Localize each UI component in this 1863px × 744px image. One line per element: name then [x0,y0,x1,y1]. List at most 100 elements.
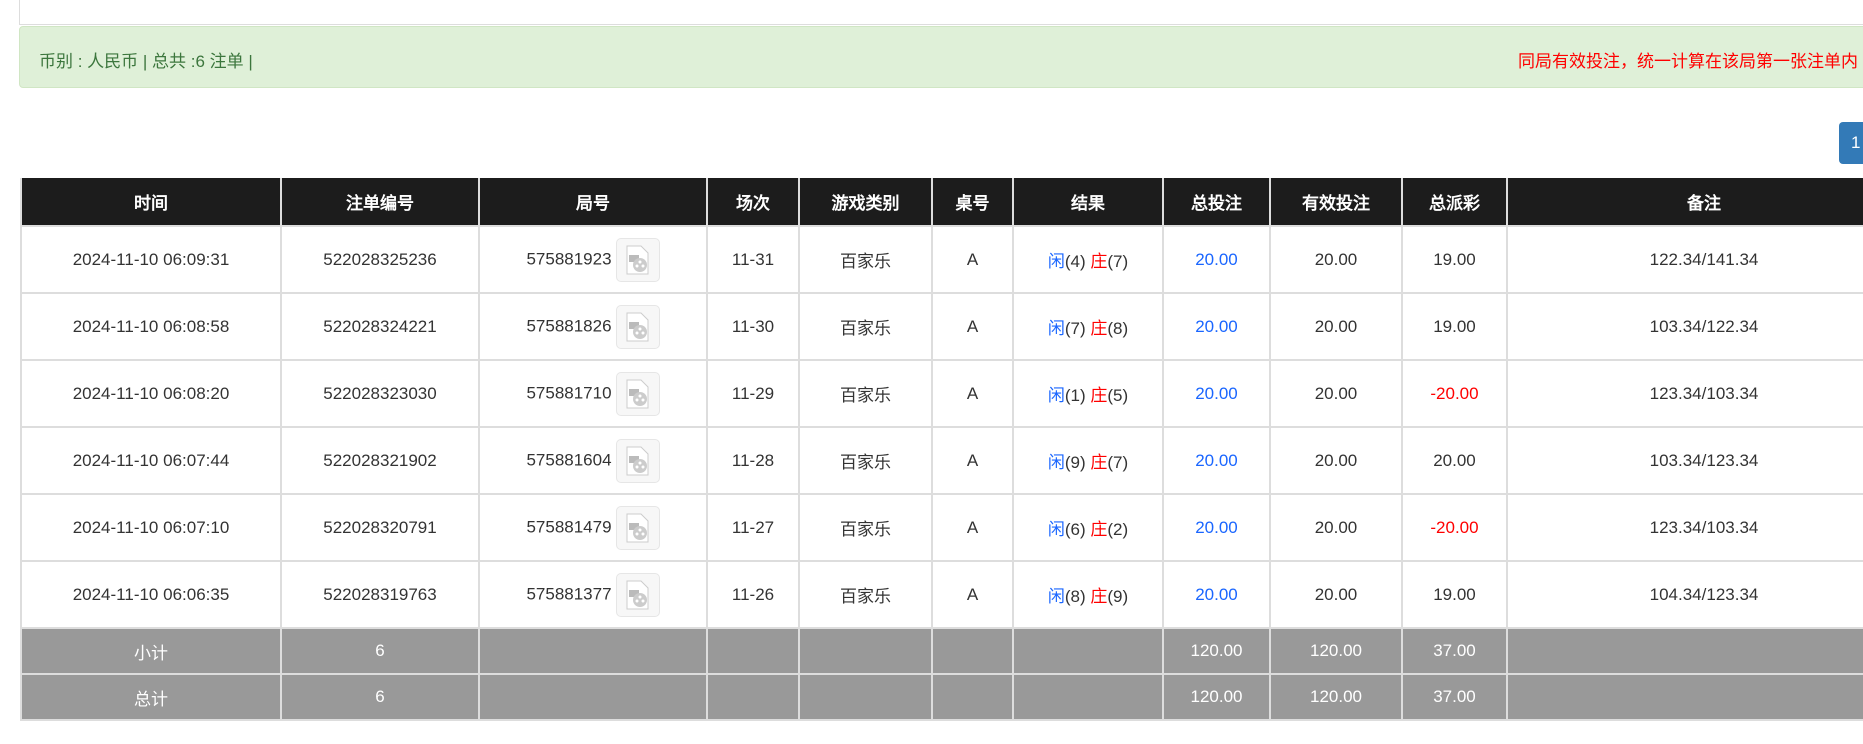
table-row: 2024-11-10 06:07:44 522028321902 575881604… [20,426,1863,495]
banker-score: (2) [1107,520,1129,539]
round-cell: 575881479 [478,493,708,562]
banker-label: 庄 [1090,386,1108,405]
bet-id-cell: 522028324221 [280,292,480,361]
banker-label: 庄 [1090,587,1108,606]
video-replay-icon[interactable] [615,304,660,349]
banker-label: 庄 [1090,453,1108,472]
valid-bet-cell: 20.00 [1269,359,1403,428]
empty-cell [1012,627,1164,675]
banker-score: (8) [1107,319,1129,338]
shoe-cell: 11-29 [706,359,800,428]
game-cell: 百家乐 [798,225,933,294]
empty-cell [931,673,1014,721]
shoe-cell: 11-27 [706,493,800,562]
bet-id-cell: 522028321902 [280,426,480,495]
table-cell: A [931,292,1014,361]
shoe-cell: 11-28 [706,426,800,495]
total-bet-cell: 20.00 [1162,359,1271,428]
column-header: 总派彩 [1401,178,1508,227]
total-row: 总计 6 120.00 120.00 37.00 [20,673,1863,721]
column-header: 结果 [1012,178,1164,227]
round-number: 575881923 [526,248,612,268]
empty-cell [478,627,708,675]
note-cell: 103.34/123.34 [1506,426,1863,495]
round-cell: 575881377 [478,560,708,629]
column-header: 桌号 [931,178,1014,227]
round-number: 575881604 [526,449,612,469]
round-number: 575881377 [526,583,612,603]
valid-bet-cell: 20.00 [1269,292,1403,361]
game-cell: 百家乐 [798,426,933,495]
total-count: 6 [280,673,480,721]
payout-cell: -20.00 [1401,493,1508,562]
column-header: 有效投注 [1269,178,1403,227]
note-cell: 123.34/103.34 [1506,359,1863,428]
subtotal-valid-bet: 120.00 [1269,627,1403,675]
shoe-cell: 11-26 [706,560,800,629]
bet-id-cell: 522028319763 [280,560,480,629]
table-header: 时间 注单编号 局号 场次 游戏类别 桌号 结果 总投注 有效投注 总派彩 备注 [20,178,1863,227]
result-cell: 闲(1) 庄(5) [1012,359,1164,428]
valid-bet-cell: 20.00 [1269,493,1403,562]
subtotal-row: 小计 6 120.00 120.00 37.00 [20,627,1863,675]
time-cell: 2024-11-10 06:06:35 [20,560,282,629]
total-bet-cell: 20.00 [1162,426,1271,495]
table-row: 2024-11-10 06:07:10 522028320791 575881479… [20,493,1863,562]
video-replay-icon[interactable] [615,237,660,282]
bet-id-cell: 522028320791 [280,493,480,562]
column-header: 注单编号 [280,178,480,227]
table-row: 2024-11-10 06:09:31 522028325236 575881923… [20,225,1863,294]
table-cell: A [931,225,1014,294]
banker-score: (7) [1107,252,1129,271]
result-cell: 闲(4) 庄(7) [1012,225,1164,294]
top-panel [19,0,1863,25]
table-cell: A [931,426,1014,495]
subtotal-label: 小计 [20,627,282,675]
total-bet-cell: 20.00 [1162,225,1271,294]
payout-cell: 19.00 [1401,292,1508,361]
empty-cell [478,673,708,721]
subtotal-payout: 37.00 [1401,627,1508,675]
page-button-1[interactable]: 1 [1839,122,1863,164]
table-row: 2024-11-10 06:08:58 522028324221 575881826… [20,292,1863,361]
note-cell: 123.34/103.34 [1506,493,1863,562]
empty-cell [931,627,1014,675]
player-label: 闲 [1047,386,1065,405]
round-number: 575881826 [526,315,612,335]
banker-score: (9) [1107,587,1129,606]
empty-cell [706,627,800,675]
player-score: (6) [1064,520,1086,539]
round-cell: 575881710 [478,359,708,428]
time-cell: 2024-11-10 06:09:31 [20,225,282,294]
time-cell: 2024-11-10 06:08:20 [20,359,282,428]
column-header: 时间 [20,178,282,227]
total-bet-cell: 20.00 [1162,560,1271,629]
total-bet-cell: 20.00 [1162,292,1271,361]
result-cell: 闲(8) 庄(9) [1012,560,1164,629]
game-cell: 百家乐 [798,560,933,629]
video-replay-icon[interactable] [615,572,660,617]
empty-cell [1012,673,1164,721]
payout-cell: 19.00 [1401,225,1508,294]
subtotal-count: 6 [280,627,480,675]
bet-id-cell: 522028325236 [280,225,480,294]
table-row: 2024-11-10 06:06:35 522028319763 575881377… [20,560,1863,629]
video-replay-icon[interactable] [615,438,660,483]
total-label: 总计 [20,673,282,721]
result-cell: 闲(6) 庄(2) [1012,493,1164,562]
empty-cell [1506,627,1863,675]
column-header: 局号 [478,178,708,227]
total-payout: 37.00 [1401,673,1508,721]
video-replay-icon[interactable] [615,505,660,550]
time-cell: 2024-11-10 06:08:58 [20,292,282,361]
shoe-cell: 11-31 [706,225,800,294]
notice-text: 同局有效投注，统一计算在该局第一张注单内 [1518,52,1858,71]
time-cell: 2024-11-10 06:07:44 [20,426,282,495]
game-cell: 百家乐 [798,292,933,361]
table-row: 2024-11-10 06:08:20 522028323030 575881710… [20,359,1863,428]
column-header: 备注 [1506,178,1863,227]
valid-bet-cell: 20.00 [1269,426,1403,495]
video-replay-icon[interactable] [615,371,660,416]
column-header: 总投注 [1162,178,1271,227]
result-cell: 闲(9) 庄(7) [1012,426,1164,495]
